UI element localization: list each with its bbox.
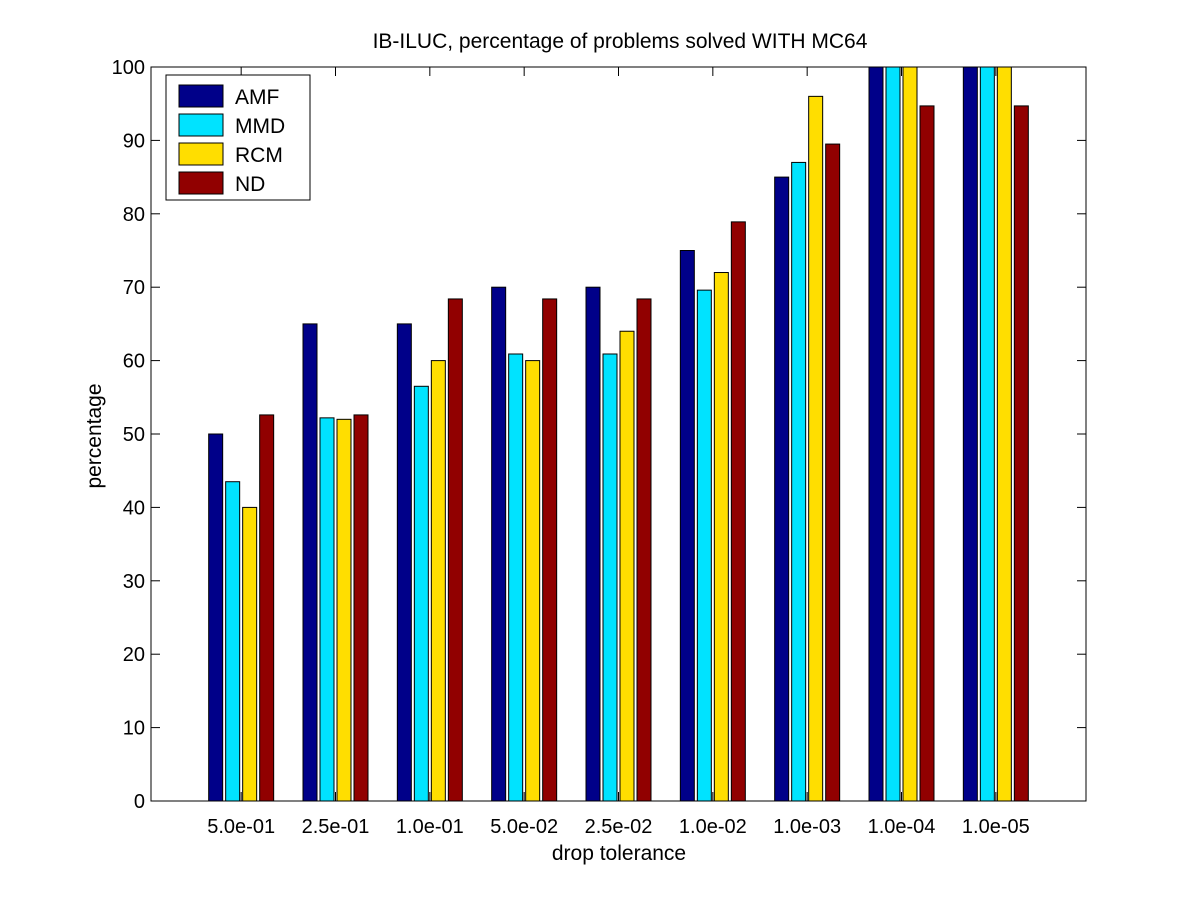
legend-swatch xyxy=(178,113,224,137)
y-tick-label: 90 xyxy=(123,130,145,152)
bar-mmd-1.0e-02 xyxy=(696,289,712,802)
bar-rcm-1.0e-02 xyxy=(713,272,729,802)
y-tick-label: 0 xyxy=(134,791,145,813)
bar-nd-5.0e-02 xyxy=(542,298,558,802)
bar-rcm-5.0e-01 xyxy=(242,506,258,802)
y-tick-label: 50 xyxy=(123,424,145,446)
x-tick-label: 1.0e-02 xyxy=(679,816,747,838)
y-tick-label: 20 xyxy=(123,644,145,666)
x-tick-label: 2.5e-01 xyxy=(302,816,370,838)
bar-rcm-1.0e-05 xyxy=(996,66,1012,802)
x-tick-label: 1.0e-01 xyxy=(396,816,464,838)
bar-mmd-2.5e-01 xyxy=(319,417,335,802)
legend-swatch xyxy=(178,171,224,195)
x-tick-label: 5.0e-02 xyxy=(490,816,558,838)
legend-label: RCM xyxy=(235,144,283,167)
bar-mmd-5.0e-02 xyxy=(508,353,524,802)
y-axis-label: percentage xyxy=(83,383,106,488)
x-axis: 5.0e-01 2.5e-01 1.0e-01 5.0e-02 2.5e-02 1.0e-… xyxy=(207,67,1030,838)
bar-nd-1.0e-01 xyxy=(447,298,463,802)
legend: AMF MMD RCM ND xyxy=(165,74,311,201)
bar-nd-1.0e-05 xyxy=(1013,105,1029,802)
y-tick-label: 100 xyxy=(112,57,145,79)
bar-amf-2.5e-01 xyxy=(302,323,318,802)
bar-mmd-2.5e-02 xyxy=(602,353,618,802)
x-tick-label: 1.0e-03 xyxy=(773,816,841,838)
bar-nd-5.0e-01 xyxy=(259,414,275,802)
bar-mmd-5.0e-01 xyxy=(225,481,241,802)
x-tick-label: 1.0e-04 xyxy=(868,816,936,838)
x-tick-label: 2.5e-02 xyxy=(585,816,653,838)
bar-rcm-1.0e-04 xyxy=(902,66,918,802)
bar-amf-1.0e-05 xyxy=(962,66,978,802)
bar-mmd-1.0e-01 xyxy=(413,385,429,802)
x-tick-label: 5.0e-01 xyxy=(207,816,275,838)
x-tick-label: 1.0e-05 xyxy=(962,816,1030,838)
bar-amf-5.0e-01 xyxy=(208,433,224,802)
bar-amf-5.0e-02 xyxy=(491,286,507,802)
chart-title: IB-ILUC, percentage of problems solved W… xyxy=(373,30,868,53)
bars-group xyxy=(208,66,1029,802)
y-tick-label: 30 xyxy=(123,571,145,593)
y-axis: 0 10 20 30 40 50 60 70 80 90 100 xyxy=(112,57,1086,813)
bar-nd-2.5e-02 xyxy=(636,298,652,802)
y-tick-label: 80 xyxy=(123,204,145,226)
bar-mmd-1.0e-05 xyxy=(979,66,995,802)
legend-label: MMD xyxy=(235,115,285,138)
bar-amf-1.0e-02 xyxy=(679,250,695,802)
bar-nd-1.0e-03 xyxy=(825,143,841,802)
bar-amf-1.0e-04 xyxy=(868,66,884,802)
bar-mmd-1.0e-04 xyxy=(885,66,901,802)
y-tick-label: 70 xyxy=(123,277,145,299)
bar-nd-1.0e-04 xyxy=(919,105,935,802)
legend-swatch xyxy=(178,84,224,108)
legend-swatch xyxy=(178,142,224,166)
legend-label: AMF xyxy=(235,86,279,109)
y-tick-label: 10 xyxy=(123,718,145,740)
bar-rcm-2.5e-02 xyxy=(619,330,635,802)
bar-rcm-5.0e-02 xyxy=(525,360,541,802)
legend-label: ND xyxy=(235,173,265,196)
bar-mmd-1.0e-03 xyxy=(791,161,807,802)
bar-amf-1.0e-03 xyxy=(774,176,790,802)
bar-rcm-2.5e-01 xyxy=(336,418,352,802)
bar-nd-2.5e-01 xyxy=(353,414,369,802)
y-tick-label: 40 xyxy=(123,497,145,519)
bar-rcm-1.0e-03 xyxy=(808,95,824,802)
bar-amf-1.0e-01 xyxy=(396,323,412,802)
plot-frame xyxy=(150,66,1087,802)
y-tick-label: 60 xyxy=(123,351,145,373)
x-axis-label: drop tolerance xyxy=(552,842,686,865)
bar-amf-2.5e-02 xyxy=(585,286,601,802)
bar-nd-1.0e-02 xyxy=(730,221,746,802)
bar-rcm-1.0e-01 xyxy=(430,360,446,802)
